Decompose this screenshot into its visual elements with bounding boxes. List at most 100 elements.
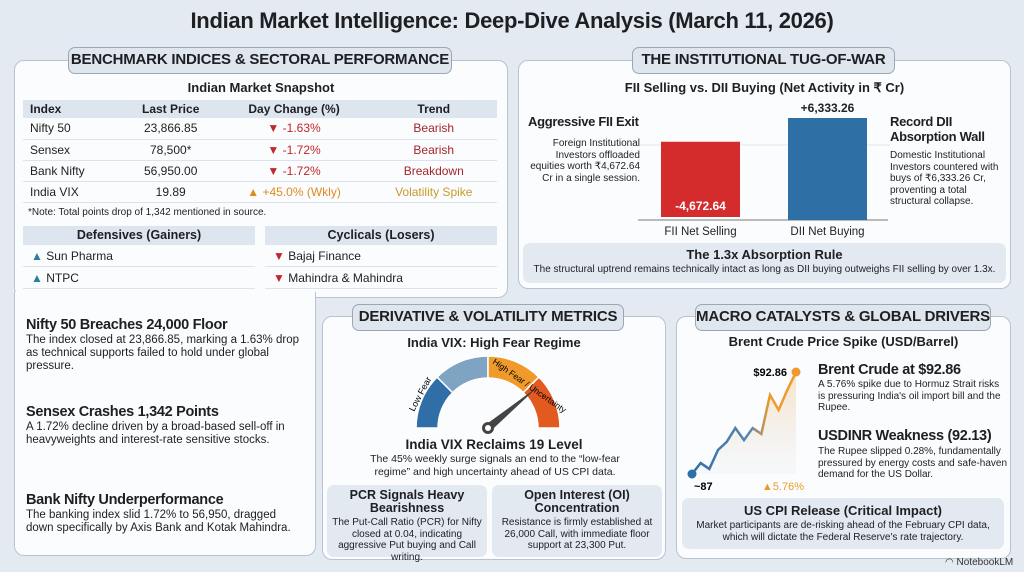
- highlight-title: Bank Nifty Underperformance: [26, 492, 224, 508]
- table-row: Nifty 50 23,866.85 ▼ -1.63% Bearish: [23, 118, 497, 140]
- list-item: ▲ Sun Pharma: [23, 245, 255, 267]
- price-cell: 78,500*: [123, 139, 218, 161]
- trend-cell: Bearish: [370, 139, 497, 161]
- end-value-label: $92.86: [753, 367, 787, 379]
- notebooklm-watermark: ◠ NotebookLM: [945, 557, 1014, 568]
- highlight-text: A 1.72% decline driven by a broad-based …: [26, 421, 285, 446]
- fii-title: Aggressive FII Exit: [528, 114, 639, 129]
- bar-data-label: +6,333.26: [801, 101, 855, 115]
- brent-series-line: [691, 371, 798, 475]
- fii-text: Foreign Institutional Investors offloade…: [530, 138, 640, 184]
- highlight-text: The banking index slid 1.72% to 56,950, …: [26, 509, 291, 534]
- brent-line-chart: $92.86 ~87 ▲5.76%: [687, 367, 804, 490]
- triangle-up-icon: ▲: [31, 271, 43, 285]
- highlight-title: Nifty 50 Breaches 24,000 Floor: [26, 317, 228, 333]
- index-cell: India VIX: [23, 181, 124, 203]
- change-cell: ▲ +45.0% (Wkly): [217, 181, 371, 203]
- triangle-down-icon: ▼: [267, 163, 280, 178]
- cyclicals-header: Cyclicals (Losers): [265, 226, 497, 245]
- list-item: ▼ Mahindra & Mahindra: [265, 267, 497, 289]
- trend-cell: Breakdown: [370, 160, 497, 182]
- cpi-text: Market participants are de-risking ahead…: [696, 520, 990, 543]
- table-row: Bank Nifty 56,950.00 ▼ -1.72% Breakdown: [23, 160, 497, 182]
- dii-text: Domestic Institutional Investors counter…: [890, 150, 999, 207]
- benchmark-tab: BENCHMARK INDICES & SECTORAL PERFORMANCE: [68, 47, 452, 74]
- triangle-down-icon: ▼: [273, 271, 285, 285]
- inr-title: USDINR Weakness (92.13): [818, 428, 992, 444]
- brent-text: A 5.76% spike due to Hormuz Strait risks…: [818, 379, 1001, 413]
- list-item: ▼ Bajaj Finance: [265, 245, 497, 267]
- gauge-hub-center: [485, 425, 491, 431]
- rule-text: The structural uptrend remains technical…: [533, 264, 996, 275]
- bar-category-label: FII Net Selling: [664, 226, 736, 238]
- oi-text: Resistance is firmly established at 26,0…: [501, 517, 653, 551]
- gauge-title: India VIX: High Fear Regime: [407, 335, 581, 350]
- triangle-down-icon: ▼: [273, 249, 285, 263]
- oi-title: Open Interest (OI) Concentration: [524, 488, 630, 515]
- price-cell: 19.89: [123, 181, 218, 203]
- cpi-box: US CPI Release (Critical Impact) Market …: [682, 498, 1004, 549]
- change-label: ▲5.76%: [762, 481, 804, 490]
- oi-box: Open Interest (OI) Concentration Resista…: [492, 485, 662, 557]
- highlight-text: The index closed at 23,866.85, marking a…: [26, 334, 299, 372]
- index-cell: Bank Nifty: [23, 160, 124, 182]
- trend-cell: Volatility Spike: [370, 181, 497, 203]
- bar-data-label: -4,672.64: [675, 199, 726, 213]
- col-day-change: Day Change (%): [217, 100, 371, 118]
- snapshot-table: Index Last Price Day Change (%) Trend Ni…: [23, 100, 497, 203]
- snapshot-title: Indian Market Snapshot: [187, 80, 335, 95]
- rule-title: The 1.3x Absorption Rule: [686, 247, 843, 262]
- table-row: Sensex 78,500* ▼ -1.72% Bearish: [23, 139, 497, 161]
- index-cell: Sensex: [23, 139, 124, 161]
- pcr-title: PCR Signals Heavy Bearishness: [349, 488, 465, 515]
- table-row: India VIX 19.89 ▲ +45.0% (Wkly) Volatili…: [23, 181, 497, 203]
- trend-cell: Bearish: [370, 118, 497, 140]
- col-last-price: Last Price: [123, 100, 218, 118]
- vix-text: The 45% weekly surge signals an end to t…: [370, 453, 620, 478]
- change-cell: ▼ -1.63%: [217, 118, 371, 140]
- dii-title: Record DII Absorption Wall: [890, 114, 985, 144]
- brent-chart-title: Brent Crude Price Spike (USD/Barrel): [728, 334, 959, 349]
- triangle-down-icon: ▼: [267, 121, 280, 136]
- bar-category-label: DII Net Buying: [790, 226, 864, 238]
- bar-dii: [788, 118, 867, 220]
- highlights-panel: [14, 292, 316, 556]
- price-cell: 23,866.85: [123, 118, 218, 140]
- cpi-title: US CPI Release (Critical Impact): [744, 503, 942, 518]
- page-title: Indian Market Intelligence: Deep-Dive An…: [190, 8, 834, 33]
- change-cell: ▼ -1.72%: [217, 160, 371, 182]
- pcr-text: The Put-Call Ratio (PCR) for Nifty close…: [332, 517, 482, 563]
- triangle-down-icon: ▼: [267, 142, 280, 157]
- list-item: ▲ NTPC: [23, 267, 255, 289]
- col-trend: Trend: [370, 100, 497, 118]
- derivatives-tab: DERIVATIVE & VOLATILITY METRICS: [352, 304, 624, 331]
- vix-title: India VIX Reclaims 19 Level: [405, 437, 583, 452]
- notebooklm-logo-icon: ◠: [945, 557, 954, 568]
- defensives-header: Defensives (Gainers): [23, 226, 255, 245]
- line-point: [687, 469, 697, 479]
- gauge-segment: [522, 376, 561, 429]
- absorption-rule-box: The 1.3x Absorption Rule The structural …: [523, 243, 1006, 283]
- institutional-tab: THE INSTITUTIONAL TUG-OF-WAR: [632, 47, 895, 74]
- inr-text: The Rupee slipped 0.28%, fundamentally p…: [818, 446, 1007, 480]
- gauge-needle: [485, 385, 539, 432]
- index-cell: Nifty 50: [23, 118, 124, 140]
- price-cell: 56,950.00: [123, 160, 218, 182]
- bar-chart-title: FII Selling vs. DII Buying (Net Activity…: [624, 80, 905, 95]
- brent-title: Brent Crude at $92.86: [818, 362, 961, 378]
- change-cell: ▼ -1.72%: [217, 139, 371, 161]
- line-point: [791, 367, 801, 377]
- col-index: Index: [23, 100, 124, 118]
- bar-chart: -4,672.64 FII Net Selling +6,333.26 DII Net…: [638, 101, 890, 238]
- triangle-up-icon: ▲: [247, 184, 260, 199]
- highlight-title: Sensex Crashes 1,342 Points: [26, 404, 219, 420]
- line-area: [692, 372, 796, 474]
- table-note: *Note: Total points drop of 1,342 mentio…: [28, 207, 267, 218]
- gauge-high-label: High Fear / Uncertainty: [491, 356, 569, 415]
- pcr-box: PCR Signals Heavy Bearishness The Put-Ca…: [327, 485, 487, 563]
- start-value-label: ~87: [694, 481, 713, 490]
- triangle-up-icon: ▲: [31, 249, 43, 263]
- bar-fii: [661, 141, 740, 217]
- vix-gauge: Low Fear High Fear / Uncertainty: [407, 355, 569, 434]
- macro-tab: MACRO CATALYSTS & GLOBAL DRIVERS: [695, 304, 991, 331]
